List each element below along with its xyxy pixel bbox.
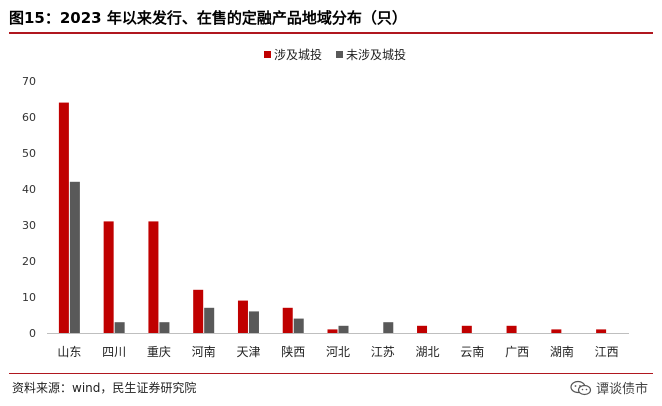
y-tick-label: 10 bbox=[22, 291, 36, 304]
x-tick-label: 山东 bbox=[57, 345, 81, 359]
bar-series1 bbox=[58, 102, 69, 333]
bar-series2 bbox=[293, 318, 304, 333]
y-tick-label: 60 bbox=[22, 111, 36, 124]
watermark-text: 谭谈债市 bbox=[595, 382, 648, 397]
y-tick-label: 40 bbox=[22, 183, 36, 196]
x-tick-label: 江苏 bbox=[371, 345, 395, 359]
bar-series2 bbox=[114, 322, 125, 333]
x-tick-label: 四川 bbox=[102, 345, 126, 359]
bar-series2 bbox=[248, 311, 259, 333]
watermark: 谭谈债市 bbox=[570, 378, 648, 397]
bar-series1 bbox=[103, 221, 114, 333]
y-tick-label: 50 bbox=[22, 147, 36, 160]
x-tick-label: 重庆 bbox=[147, 345, 171, 359]
chart-title: 图15：2023 年以来发行、在售的定融产品地域分布（只） bbox=[9, 9, 407, 27]
legend-swatch bbox=[264, 51, 271, 58]
y-tick-label: 20 bbox=[22, 255, 36, 268]
x-tick-label: 广西 bbox=[505, 345, 529, 359]
bar-series1 bbox=[327, 329, 338, 333]
bar-series1 bbox=[461, 325, 472, 333]
bar-series1 bbox=[148, 221, 159, 333]
footer-rule bbox=[9, 373, 653, 374]
chart-legend: 涉及城投 未涉及城投 bbox=[264, 47, 406, 62]
wechat-icon bbox=[570, 380, 592, 395]
x-tick-label: 湖南 bbox=[550, 344, 574, 359]
bar-series2 bbox=[338, 325, 349, 333]
y-axis: 0 10 20 30 40 50 60 70 bbox=[22, 75, 36, 340]
bar-series1 bbox=[417, 325, 428, 333]
bar-series1 bbox=[193, 289, 204, 333]
y-tick-label: 0 bbox=[29, 327, 36, 340]
bar-chart: 涉及城投 未涉及城投 0 10 20 30 40 50 60 70 山东 四川 重庆 河南 天津 陕西 河北… bbox=[22, 47, 629, 359]
legend-label: 未涉及城投 bbox=[346, 47, 406, 62]
bar-series2 bbox=[69, 181, 80, 333]
x-tick-label: 云南 bbox=[460, 344, 484, 359]
source-note: 资料来源：wind，民生证券研究院 bbox=[12, 381, 197, 395]
x-tick-label: 陕西 bbox=[281, 344, 305, 359]
legend-label: 涉及城投 bbox=[274, 47, 322, 62]
x-tick-label: 天津 bbox=[236, 345, 260, 359]
bar-series1 bbox=[551, 329, 562, 333]
title-rule bbox=[9, 32, 653, 34]
bar-series1 bbox=[506, 325, 517, 333]
x-axis: 山东 四川 重庆 河南 天津 陕西 河北 江苏 湖北 云南 广西 湖南 江西 bbox=[47, 333, 629, 359]
bar-series2 bbox=[383, 322, 394, 333]
bar-series2 bbox=[204, 307, 215, 333]
bar-series2 bbox=[159, 322, 170, 333]
x-tick-label: 江西 bbox=[595, 345, 619, 359]
bars bbox=[58, 102, 607, 333]
bar-series1 bbox=[237, 300, 248, 333]
legend-swatch bbox=[336, 51, 343, 58]
y-tick-label: 70 bbox=[22, 75, 36, 88]
bar-series1 bbox=[282, 307, 293, 333]
y-tick-label: 30 bbox=[22, 219, 36, 232]
x-tick-label: 湖北 bbox=[416, 344, 440, 359]
bar-series1 bbox=[596, 329, 607, 333]
x-tick-label: 河南 bbox=[192, 344, 216, 359]
x-tick-label: 河北 bbox=[326, 345, 350, 359]
